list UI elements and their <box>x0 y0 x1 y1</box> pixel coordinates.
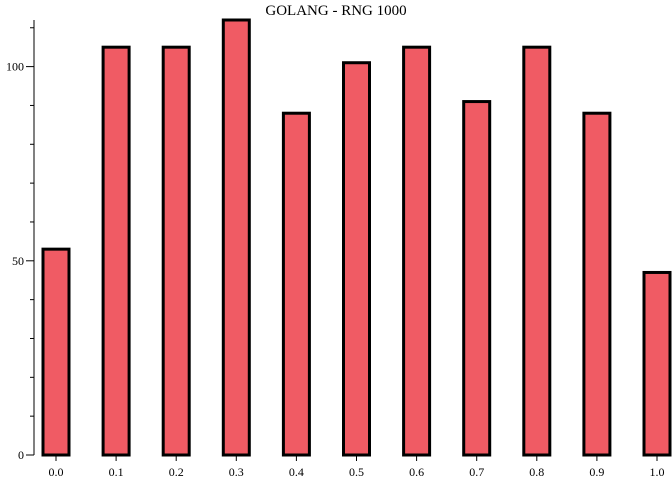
chart-title: GOLANG - RNG 1000 <box>265 3 406 19</box>
x-tick-label: 1.0 <box>650 465 665 479</box>
x-axis: 0.0 0.1 0.2 0.3 0.4 0.5 0.6 0.7 0.8 0.9 1.0 <box>49 455 665 479</box>
bar-0.4 <box>281 111 311 457</box>
bar-0.0 <box>41 247 71 457</box>
x-tick-label: 0.7 <box>469 465 484 479</box>
x-tick-label: 0.2 <box>169 465 184 479</box>
bar-0.3 <box>221 18 251 457</box>
x-tick-label: 0.4 <box>289 465 304 479</box>
bar-0.7 <box>462 100 492 457</box>
bars-group <box>41 18 672 457</box>
bar-0.6 <box>402 45 432 457</box>
bar-0.9 <box>582 111 612 457</box>
x-tick-label: 0.1 <box>109 465 124 479</box>
bar-0.1 <box>101 45 131 457</box>
bar-0.2 <box>161 45 191 457</box>
y-axis: 0 50 100 <box>6 20 35 462</box>
y-tick-label: 0 <box>18 448 24 462</box>
bar-1.0 <box>642 270 672 457</box>
bar-0.8 <box>522 45 552 457</box>
x-tick-label: 0.6 <box>409 465 424 479</box>
x-tick-label: 0.3 <box>229 465 244 479</box>
x-tick-label: 0.0 <box>49 465 64 479</box>
x-tick-label: 0.5 <box>349 465 364 479</box>
y-tick-label: 50 <box>12 254 24 268</box>
x-tick-label: 0.8 <box>529 465 544 479</box>
x-tick-label: 0.9 <box>589 465 604 479</box>
y-tick-label: 100 <box>6 60 24 74</box>
bar-0.5 <box>342 61 371 457</box>
